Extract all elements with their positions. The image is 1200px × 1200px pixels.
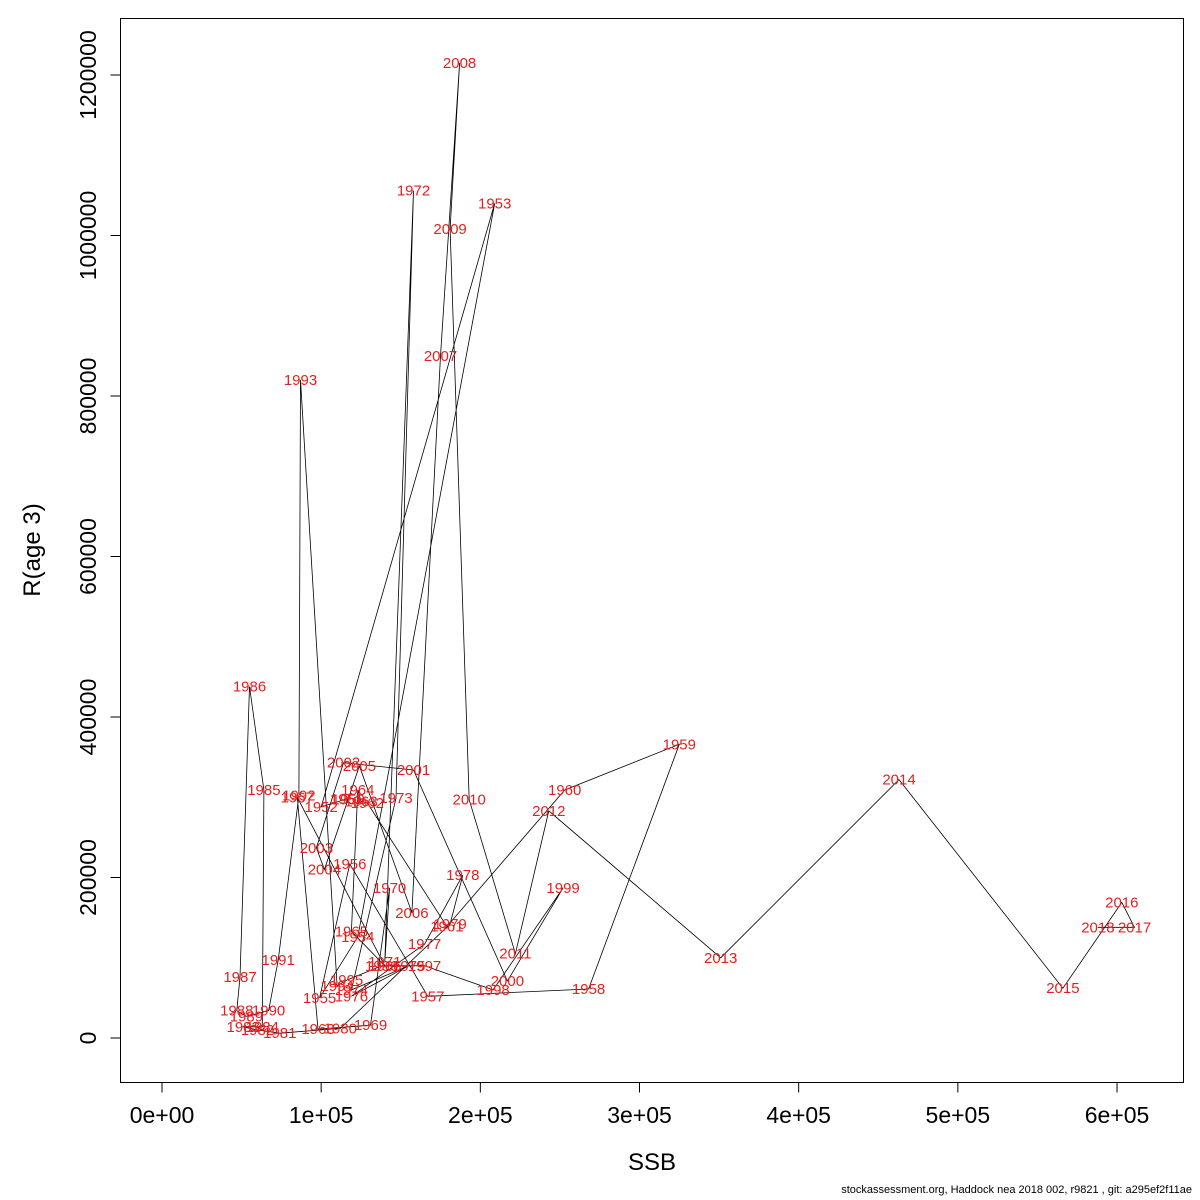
year-label-1953: 1953 bbox=[478, 195, 511, 212]
x-tick-label: 2e+05 bbox=[448, 1102, 513, 1128]
year-label-2009: 2009 bbox=[433, 221, 466, 238]
year-label-1996: 1996 bbox=[365, 958, 398, 975]
year-label-1967: 1967 bbox=[281, 789, 314, 806]
year-label-1994: 1994 bbox=[320, 978, 353, 995]
year-label-2004: 2004 bbox=[308, 862, 341, 879]
x-tick-label: 3e+05 bbox=[607, 1102, 672, 1128]
year-label-2006: 2006 bbox=[395, 905, 428, 922]
year-label-1984: 1984 bbox=[246, 1019, 279, 1036]
year-label-2011: 2011 bbox=[499, 946, 531, 963]
year-label-2002: 2002 bbox=[327, 755, 360, 772]
year-label-1950: 1950 bbox=[332, 792, 365, 809]
y-tick-label: 400000 bbox=[75, 679, 101, 756]
year-label-2013: 2013 bbox=[704, 950, 737, 967]
y-tick-label: 600000 bbox=[75, 518, 101, 595]
year-label-1956: 1956 bbox=[333, 856, 366, 873]
y-tick-label: 200000 bbox=[75, 839, 101, 916]
year-label-2001: 2001 bbox=[397, 762, 430, 779]
year-label-1981: 1981 bbox=[263, 1025, 296, 1042]
year-label-1988: 1988 bbox=[220, 1003, 253, 1020]
y-tick-label: 1200000 bbox=[75, 30, 101, 120]
year-label-1985: 1985 bbox=[247, 782, 280, 799]
plot-box bbox=[120, 18, 1184, 1083]
year-label-1979: 1979 bbox=[433, 916, 466, 933]
year-label-1970: 1970 bbox=[373, 880, 406, 897]
year-label-2003: 2003 bbox=[300, 840, 333, 857]
year-label-1954: 1954 bbox=[341, 929, 374, 946]
year-label-1990: 1990 bbox=[252, 1003, 285, 1020]
year-label-1974: 1974 bbox=[335, 982, 368, 999]
year-label-1975: 1975 bbox=[392, 958, 425, 975]
year-label-1973: 1973 bbox=[379, 790, 412, 807]
year-label-1983: 1983 bbox=[227, 1019, 260, 1036]
year-label-1997: 1997 bbox=[408, 958, 441, 975]
footer-credit: stockassessment.org, Haddock nea 2018 00… bbox=[841, 1184, 1192, 1196]
year-label-1972: 1972 bbox=[397, 183, 430, 200]
year-label-1957: 1957 bbox=[411, 988, 444, 1005]
y-tick-label: 0 bbox=[75, 1032, 101, 1045]
x-tick-label: 5e+05 bbox=[926, 1102, 991, 1128]
year-label-1999: 1999 bbox=[546, 880, 579, 897]
year-label-1969: 1969 bbox=[354, 1017, 387, 1034]
year-label-1964: 1964 bbox=[341, 782, 374, 799]
year-label-2012: 2012 bbox=[532, 803, 565, 820]
year-label-2007: 2007 bbox=[424, 348, 457, 365]
year-label-2018: 2018 bbox=[1081, 919, 1114, 936]
year-label-1952: 1952 bbox=[305, 799, 338, 816]
year-label-1998: 1998 bbox=[476, 982, 509, 999]
x-tick-label: 1e+05 bbox=[289, 1102, 354, 1128]
y-axis-title: R(age 3) bbox=[19, 503, 46, 596]
year-label-2014: 2014 bbox=[882, 772, 915, 789]
x-tick-label: 0e+00 bbox=[130, 1102, 195, 1128]
y-tick-label: 800000 bbox=[75, 358, 101, 435]
year-label-1976: 1976 bbox=[335, 988, 368, 1005]
x-tick-label: 6e+05 bbox=[1085, 1102, 1150, 1128]
year-label-2017: 2017 bbox=[1118, 919, 1151, 936]
year-label-2008: 2008 bbox=[443, 55, 476, 72]
year-label-1968: 1968 bbox=[301, 1021, 334, 1038]
x-axis-title: SSB bbox=[628, 1149, 676, 1176]
year-label-1961: 1961 bbox=[430, 919, 463, 936]
year-label-1963: 1963 bbox=[344, 793, 377, 810]
year-label-2000: 2000 bbox=[491, 973, 524, 990]
year-label-1958: 1958 bbox=[572, 981, 605, 998]
year-label-1971: 1971 bbox=[368, 954, 401, 971]
year-label-1991: 1991 bbox=[262, 952, 295, 969]
year-label-1951: 1951 bbox=[330, 791, 363, 808]
year-label-1965: 1965 bbox=[335, 923, 368, 940]
year-label-1993: 1993 bbox=[284, 372, 317, 389]
recruitment-line bbox=[236, 62, 1136, 1034]
year-label-2010: 2010 bbox=[453, 792, 486, 809]
year-label-2016: 2016 bbox=[1105, 894, 1138, 911]
year-label-1977: 1977 bbox=[408, 936, 441, 953]
year-label-2015: 2015 bbox=[1046, 980, 1079, 997]
year-label-1992: 1992 bbox=[282, 788, 315, 805]
year-label-1960: 1960 bbox=[548, 782, 581, 799]
year-label-1986: 1986 bbox=[233, 679, 266, 696]
year-label-1989: 1989 bbox=[230, 1008, 263, 1025]
year-label-1982: 1982 bbox=[241, 1022, 274, 1039]
year-label-1995: 1995 bbox=[330, 972, 363, 989]
y-tick-label: 1000000 bbox=[75, 191, 101, 281]
year-label-1955: 1955 bbox=[303, 990, 336, 1007]
year-label-1959: 1959 bbox=[663, 736, 696, 753]
year-label-1978: 1978 bbox=[446, 867, 479, 884]
year-label-1987: 1987 bbox=[223, 969, 256, 986]
year-label-1966: 1966 bbox=[368, 958, 401, 975]
year-label-1980: 1980 bbox=[324, 1020, 357, 1037]
x-tick-label: 4e+05 bbox=[766, 1102, 831, 1128]
year-label-1962: 1962 bbox=[351, 795, 384, 812]
year-label-2005: 2005 bbox=[343, 758, 376, 775]
